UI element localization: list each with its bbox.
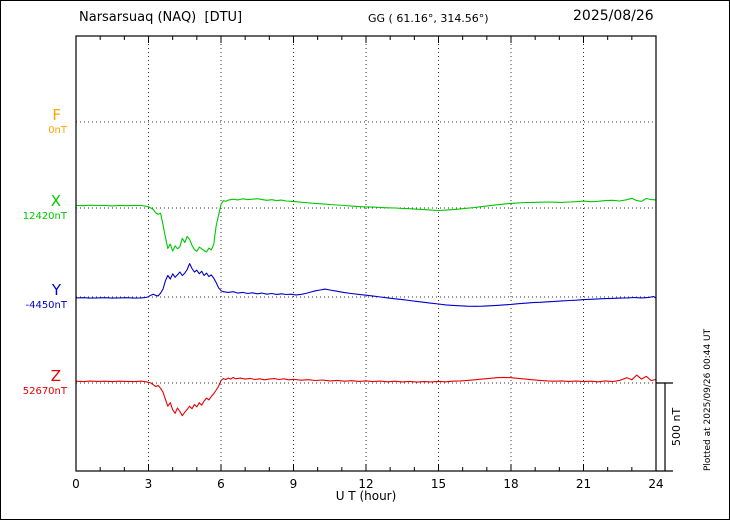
trace-Z [75,374,657,417]
x-tick-label-6: 6 [217,477,225,491]
baseline-value-F: 0nT [48,125,67,136]
baseline-value-X: 12420nT [22,211,67,222]
x-tick-label-24: 24 [648,477,664,491]
component-letter-X: X [50,192,61,210]
station-title: Narsarsuaq (NAQ) [DTU] [79,10,243,25]
plot-frame [75,35,657,472]
x-tick-label-9: 9 [289,477,298,491]
x-tick-label-21: 21 [575,477,592,491]
x-tick-label-15: 15 [430,477,447,491]
scale-bar-label: 500 nT [670,407,683,447]
component-letter-Z: Z [50,367,61,385]
plotted-timestamp-note: Plotted at 2025/09/26 00:44 UT [703,328,713,471]
x-tick-label-18: 18 [503,477,519,491]
component-letter-Y: Y [51,281,61,299]
component-letter-F: F [52,106,61,124]
baseline-value-Z: 52670nT [22,386,67,397]
x-tick-label-0: 0 [72,477,80,491]
x-tick-label-3: 3 [144,477,153,491]
x-tick-label-12: 12 [358,477,374,491]
trace-X [75,197,657,253]
geographic-coordinates: GG ( 61.16°, 314.56°) [368,12,489,25]
baseline-value-Y: -4450nT [25,300,67,311]
x-axis-title: U T (hour) [335,489,397,503]
observation-date: 2025/08/26 [573,8,654,24]
trace-Y [75,263,657,307]
